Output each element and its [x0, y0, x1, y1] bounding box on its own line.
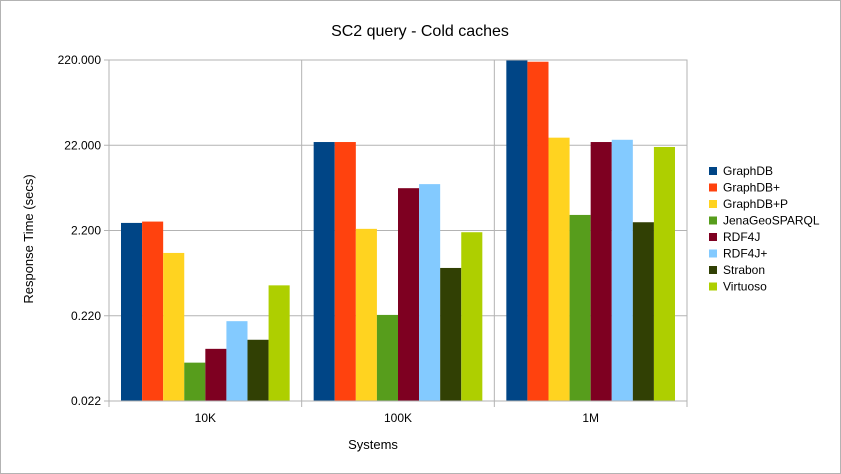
legend-swatch	[709, 200, 717, 208]
legend-swatch	[709, 266, 717, 274]
bar-rdf4j-10k	[205, 348, 227, 401]
axes	[104, 59, 688, 407]
legend-label: Virtuoso	[723, 280, 767, 294]
legend-label: GraphDB+	[723, 181, 780, 195]
y-axis-title: Response Time (secs)	[21, 174, 36, 303]
bar-virtuoso-10k	[268, 285, 290, 401]
legend-swatch	[709, 282, 717, 291]
bar-jenageosparql-100k	[376, 314, 398, 401]
bar-graphdb+p-100k	[355, 228, 377, 401]
legend-swatch	[709, 167, 717, 175]
bar-graphdb-10k	[121, 222, 143, 401]
bar-graphdb+p-1m	[548, 137, 570, 401]
bar-strabon-1m	[632, 222, 654, 401]
legend-label: RDF4J	[723, 230, 760, 244]
y-tick-label: 22.000	[64, 138, 101, 152]
chart-title: SC2 query - Cold caches	[331, 23, 509, 40]
bar-strabon-10k	[247, 339, 269, 401]
legend-swatch	[709, 183, 717, 192]
x-tick-label: 100K	[384, 411, 412, 425]
legend-label: JenaGeoSPARQL	[723, 214, 820, 228]
bar-rdf4j+-1m	[611, 139, 633, 401]
bar-jenageosparql-10k	[184, 362, 206, 401]
bar-rdf4j+-10k	[226, 321, 248, 401]
bar-graphdb-1m	[506, 60, 528, 401]
bar-virtuoso-100k	[461, 232, 483, 401]
plot-area-border	[108, 59, 688, 402]
legend-swatch	[709, 216, 717, 225]
legend-swatch	[709, 233, 717, 241]
bar-graphdb+p-10k	[163, 252, 185, 401]
y-tick-label: 0.220	[71, 309, 101, 323]
bar-graphdb+-1m	[527, 61, 549, 401]
bar-strabon-100k	[440, 267, 462, 401]
legend-label: GraphDB	[723, 164, 773, 178]
y-tick-label: 220.000	[58, 53, 102, 67]
bars	[121, 60, 675, 402]
bar-graphdb+-100k	[334, 142, 356, 402]
x-tick-labels: 10K 100K 1M	[195, 411, 599, 425]
bar-graphdb-100k	[313, 142, 335, 402]
x-tick-label: 1M	[582, 411, 599, 425]
bar-graphdb+-10k	[142, 221, 164, 401]
y-tick-label: 2.200	[71, 224, 101, 238]
x-tick-label: 10K	[195, 411, 216, 425]
bar-rdf4j-1m	[590, 142, 612, 402]
x-axis-title: Systems	[348, 437, 398, 452]
legend: GraphDB GraphDB+ GraphDB+P JenaGeoSPARQL RDF…	[709, 164, 820, 294]
y-tick-label: 0.022	[71, 394, 101, 408]
bar-jenageosparql-1m	[569, 214, 591, 401]
bar-rdf4j-100k	[398, 188, 420, 401]
bar-virtuoso-1m	[653, 146, 675, 401]
legend-label: RDF4J+	[723, 247, 767, 261]
bar-rdf4j+-100k	[419, 184, 441, 401]
legend-label: Strabon	[723, 263, 765, 277]
y-tick-labels: 0.022 0.220 2.200 22.000 220.000	[58, 53, 102, 408]
legend-swatch	[709, 249, 717, 258]
legend-label: GraphDB+P	[723, 197, 788, 211]
